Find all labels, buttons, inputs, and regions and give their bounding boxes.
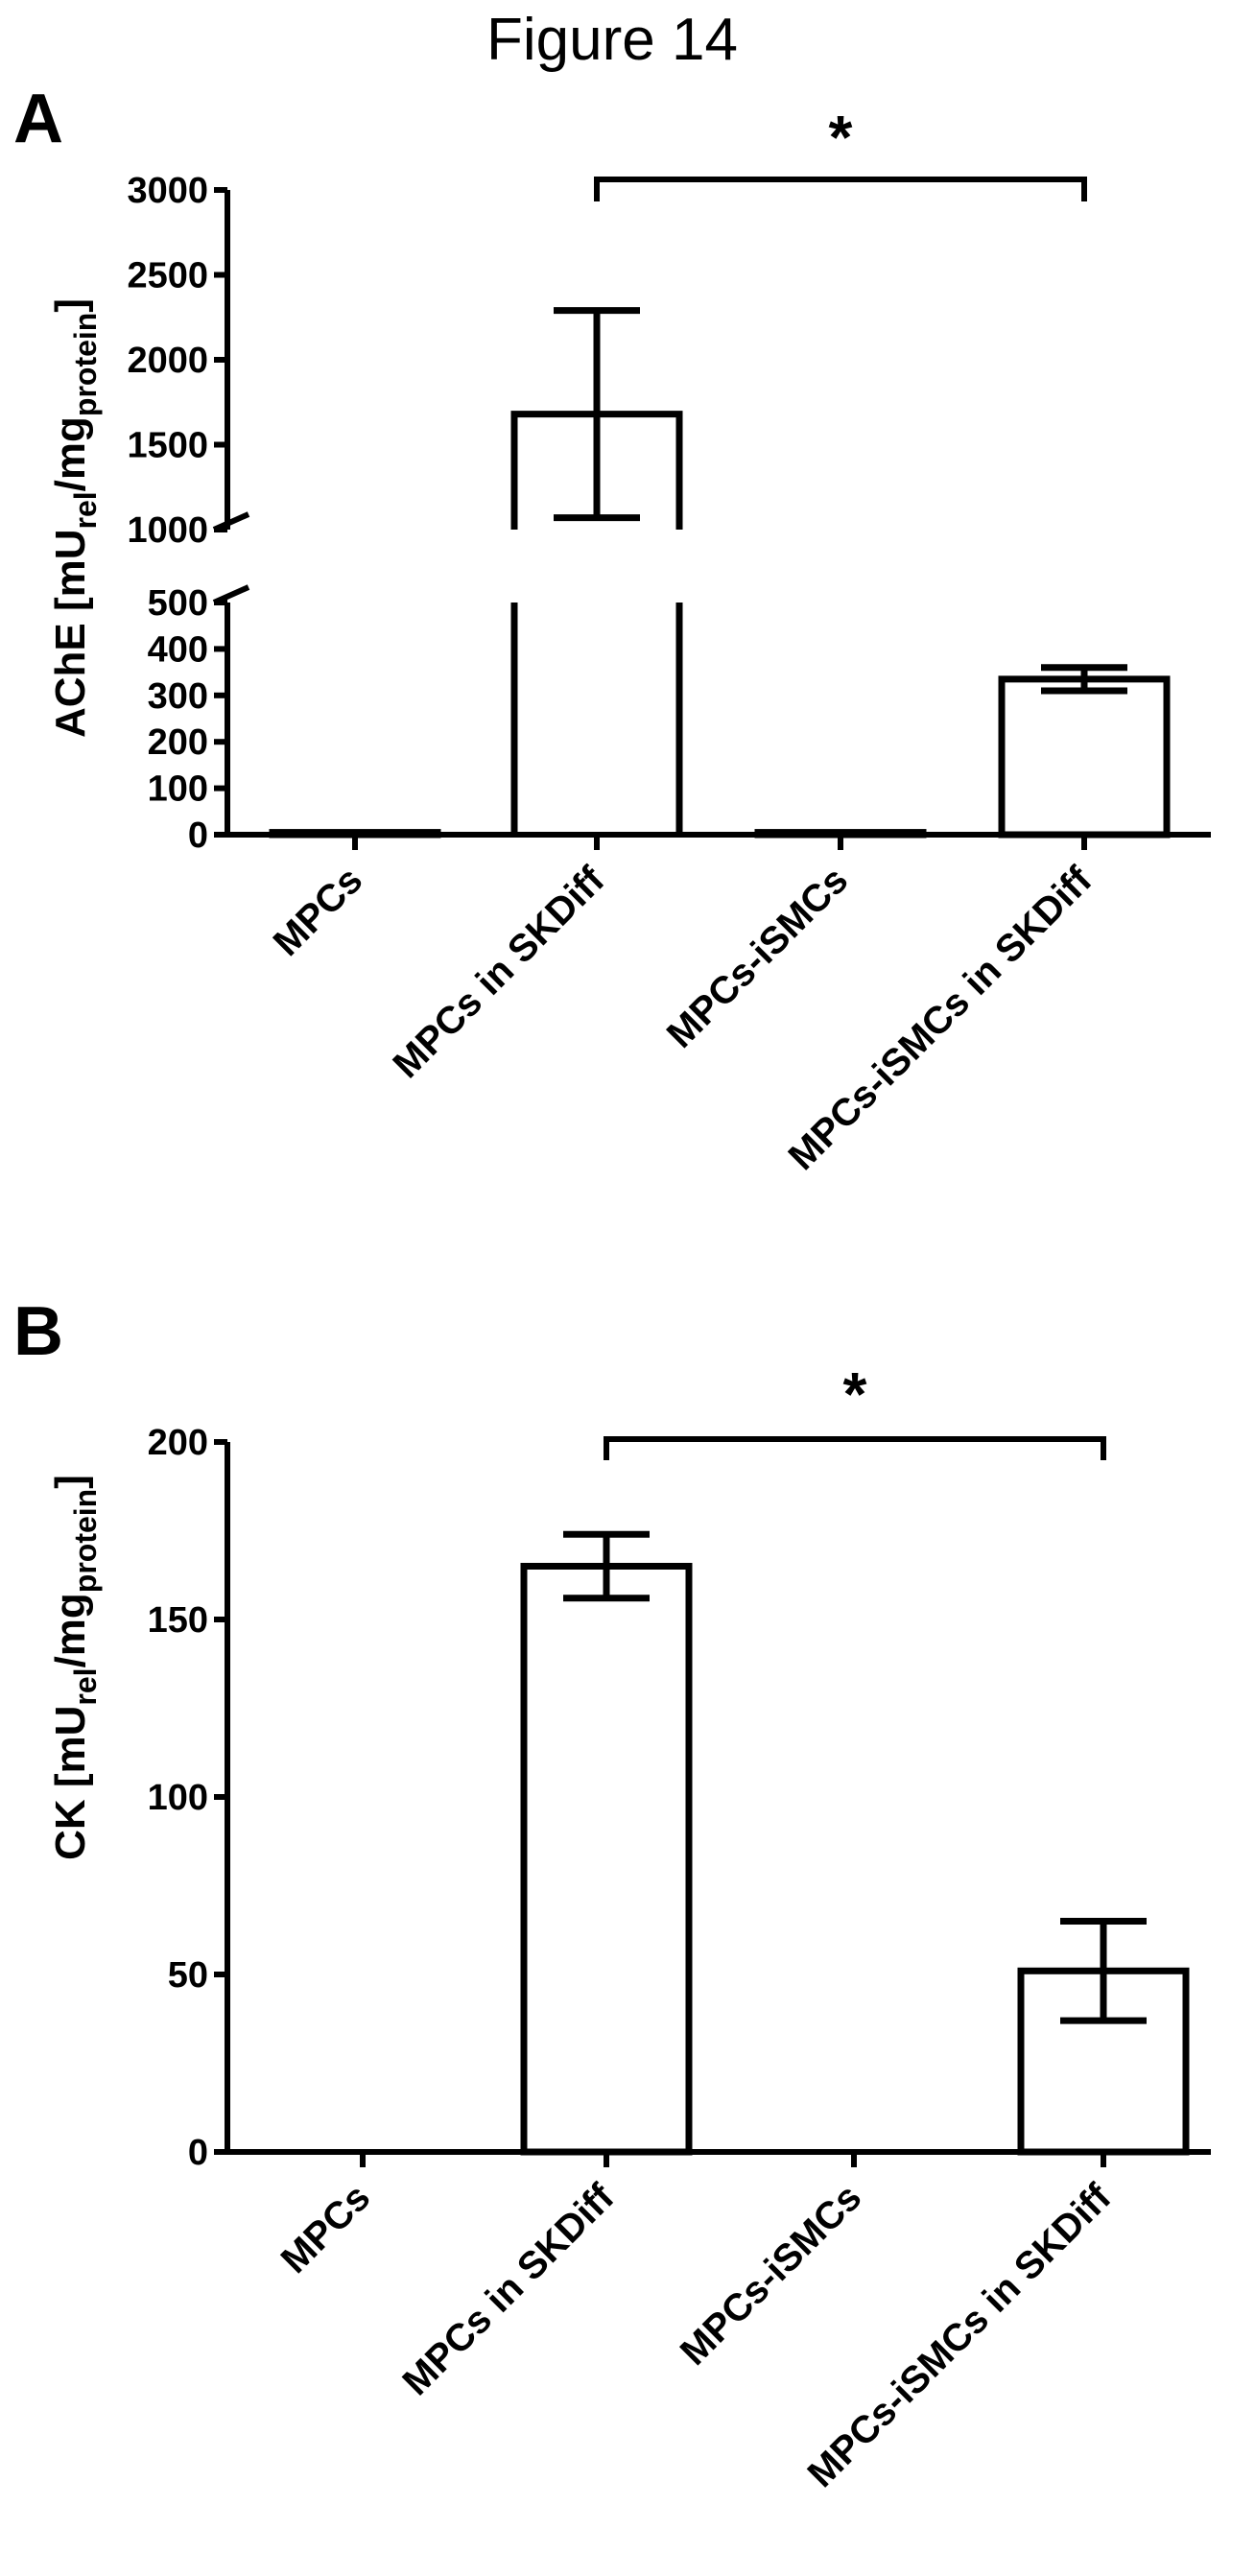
panel-a-y-axis-label: AChE [mUrel/mgprotein] bbox=[47, 298, 103, 738]
panel-a-letter: A bbox=[13, 81, 63, 157]
panel-a-y-tick-label: 1500 bbox=[127, 426, 208, 466]
panel-a-bar bbox=[269, 829, 441, 839]
panel-a-category-label: MPCs-iSMCs bbox=[659, 859, 857, 1056]
panel-a-y-tick-label: 300 bbox=[148, 676, 208, 717]
panel-b-y-tick-label: 100 bbox=[148, 1778, 208, 1818]
panel-a-y-tick-label: 400 bbox=[148, 629, 208, 670]
panel-a-category-label: MPCs in SKDiff bbox=[385, 859, 612, 1086]
panel-b-letter: B bbox=[13, 1293, 63, 1370]
panel-b-category-label: MPCs in SKDiff bbox=[394, 2176, 622, 2403]
panel-a-y-tick-label: 2500 bbox=[127, 256, 208, 296]
panel-b-y-tick-label: 50 bbox=[168, 1955, 208, 1996]
panel-a-bar bbox=[754, 829, 927, 839]
panel-b-category-label: MPCs bbox=[273, 2176, 379, 2281]
panel-b-y-tick-label: 0 bbox=[188, 2133, 208, 2173]
panel-b-bar bbox=[520, 1563, 693, 2156]
panel-b-y-axis-label: CK [mUrel/mgprotein] bbox=[47, 1475, 103, 1860]
panel-b-category-label: MPCs-iSMCs bbox=[673, 2176, 870, 2374]
panel-a-y-tick-label: 100 bbox=[148, 769, 208, 810]
panel-b-significance-star: * bbox=[843, 1359, 867, 1429]
panel-a-significance-bracket bbox=[594, 177, 1087, 201]
panel-b-y-tick-label: 150 bbox=[148, 1600, 208, 1641]
panel-b-significance-bracket bbox=[604, 1436, 1106, 1460]
panel-a-y-tick-label: 1000 bbox=[127, 510, 208, 551]
panel-a-category-label: MPCs bbox=[266, 859, 371, 964]
panel-a-y-tick-label: 500 bbox=[148, 583, 208, 624]
panel-a-y-tick-label: 2000 bbox=[127, 341, 208, 381]
panel-a-bar bbox=[998, 675, 1171, 839]
panel-a-y-tick-label: 200 bbox=[148, 722, 208, 763]
panel-a-y-tick-label: 0 bbox=[188, 815, 208, 856]
panel-a-significance-star: * bbox=[829, 103, 853, 172]
panel-a-y-tick-label: 3000 bbox=[127, 171, 208, 211]
panel-a-chart: A AChE [mUrel/mgprotein] 0 100 200 300 400 50… bbox=[13, 81, 1211, 1178]
panel-b-y-tick-label: 200 bbox=[148, 1423, 208, 1463]
figure-title: Figure 14 bbox=[486, 7, 738, 73]
